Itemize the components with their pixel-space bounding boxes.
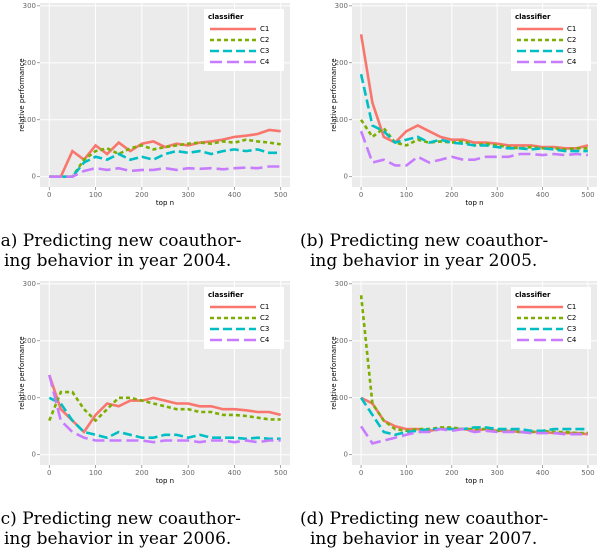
series-line (49, 128, 281, 178)
caption-line: (c) Predicting new coauthor- (0, 509, 241, 529)
y-tick-label: 200 (335, 59, 348, 67)
legend-label: C4 (260, 336, 270, 344)
x-tick-label: 0 (47, 469, 51, 477)
legend-label: C2 (260, 314, 269, 322)
legend-title: classifier (208, 291, 244, 299)
x-axis-label: top n (465, 477, 483, 485)
y-tick-label: 300 (335, 280, 348, 288)
x-tick-label: 0 (47, 191, 51, 199)
x-tick-label: 200 (445, 191, 458, 199)
legend-label: C1 (567, 25, 576, 33)
x-axis-label: top n (465, 199, 483, 207)
x-tick-label: 500 (581, 191, 594, 199)
legend-label: C1 (567, 303, 576, 311)
series-line (48, 396, 281, 441)
series-line (359, 295, 588, 435)
x-tick-label: 0 (359, 191, 363, 199)
legend-label: C4 (567, 58, 577, 66)
legend-title: classifier (208, 13, 244, 21)
x-tick-label: 200 (135, 191, 148, 199)
series-line (49, 165, 281, 178)
x-tick-label: 100 (89, 191, 102, 199)
legend-label: C2 (567, 314, 576, 322)
legend-label: C3 (260, 325, 269, 333)
x-tick-label: 300 (181, 469, 194, 477)
y-tick-label: 0 (344, 451, 348, 459)
x-tick-label: 200 (445, 469, 458, 477)
series-line (360, 397, 588, 437)
legend-label: C2 (567, 36, 576, 44)
x-tick-label: 500 (274, 191, 287, 199)
x-tick-label: 500 (581, 469, 594, 477)
legend-label: C3 (567, 47, 576, 55)
x-tick-label: 0 (359, 469, 363, 477)
y-axis-label: relative performance (18, 58, 26, 131)
x-tick-label: 400 (536, 191, 549, 199)
legend-label: C3 (260, 47, 269, 55)
x-tick-label: 300 (490, 469, 503, 477)
x-axis-label: top n (156, 477, 174, 485)
y-tick-label: 300 (23, 280, 36, 288)
y-tick-label: 100 (335, 394, 348, 402)
legend-label: C1 (260, 25, 269, 33)
y-tick-label: 100 (23, 116, 36, 124)
series-line (48, 374, 282, 435)
legend-label: C1 (260, 303, 269, 311)
caption-line: (a) Predicting new coauthor- (0, 231, 241, 251)
y-tick-label: 200 (335, 337, 348, 345)
series-line (49, 148, 281, 178)
x-tick-label: 100 (400, 469, 413, 477)
caption-line: ing behavior in year 2007. (310, 529, 537, 548)
x-tick-label: 300 (181, 191, 194, 199)
x-tick-label: 500 (274, 469, 287, 477)
x-tick-label: 100 (89, 469, 102, 477)
y-tick-label: 300 (23, 2, 36, 10)
legend-label: C4 (567, 336, 577, 344)
caption-line: ing behavior in year 2004. (4, 251, 231, 271)
x-tick-label: 400 (228, 469, 241, 477)
y-tick-label: 200 (23, 59, 36, 67)
y-axis-label: relative performance (18, 336, 26, 409)
y-tick-label: 0 (32, 451, 36, 459)
legend-title: classifier (515, 291, 551, 299)
y-tick-label: 200 (23, 337, 36, 345)
y-axis-label: relative performance (330, 58, 338, 131)
series-line (359, 73, 588, 153)
y-tick-label: 0 (344, 173, 348, 181)
x-axis-label: top n (156, 199, 174, 207)
x-tick-label: 300 (490, 191, 503, 199)
series-line (48, 374, 281, 444)
caption-line: (d) Predicting new coauthor- (300, 509, 548, 529)
series-line (360, 425, 588, 445)
y-axis-label: relative performance (330, 336, 338, 409)
x-tick-label: 200 (135, 469, 148, 477)
legend-label: C2 (260, 36, 269, 44)
series-line (359, 130, 589, 167)
legend-title: classifier (515, 13, 551, 21)
caption-line: ing behavior in year 2006. (4, 529, 231, 548)
y-tick-label: 300 (335, 2, 348, 10)
y-tick-label: 100 (335, 116, 348, 124)
legend-label: C3 (567, 325, 576, 333)
legend-label: C4 (260, 58, 270, 66)
y-tick-label: 100 (23, 394, 36, 402)
caption-line: ing behavior in year 2005. (310, 251, 537, 271)
caption-line: (b) Predicting new coauthor- (300, 231, 548, 251)
y-tick-label: 0 (32, 173, 36, 181)
x-tick-label: 100 (400, 191, 413, 199)
x-tick-label: 400 (228, 191, 241, 199)
x-tick-label: 400 (536, 469, 549, 477)
